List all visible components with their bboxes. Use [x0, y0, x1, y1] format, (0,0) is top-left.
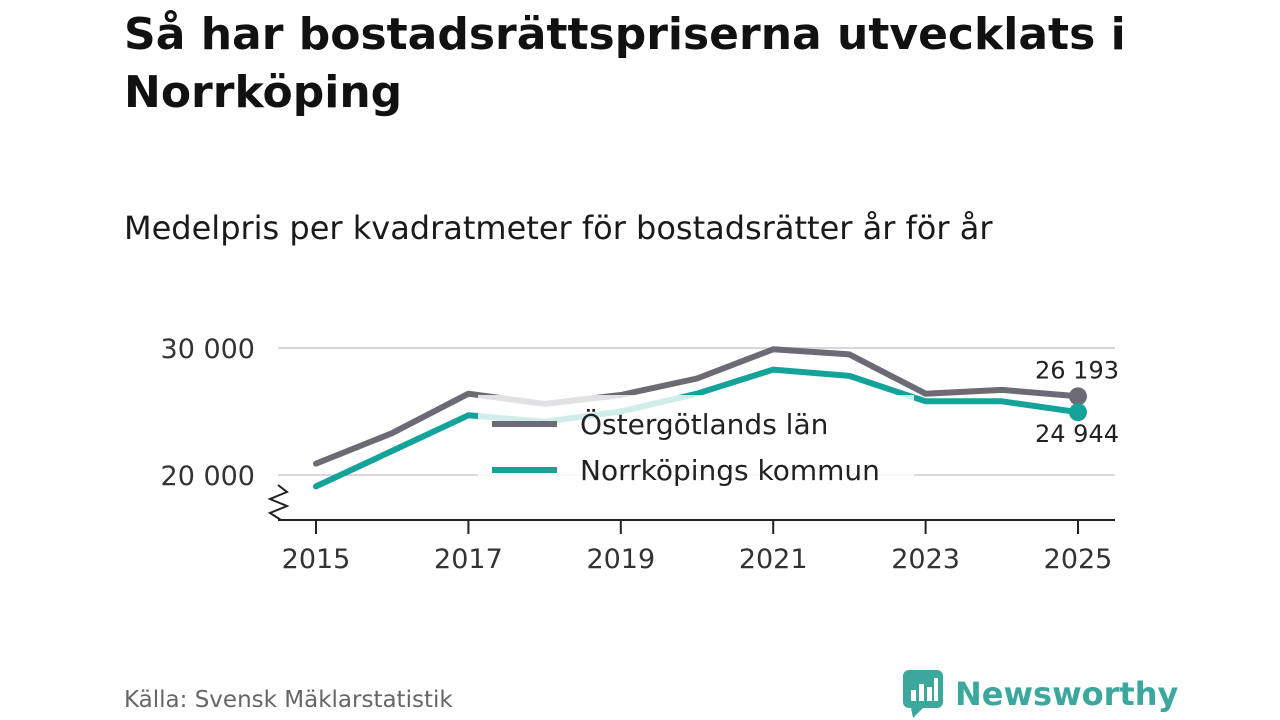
x-tick-label: 2023 [891, 544, 960, 575]
legend-label: Östergötlands län [580, 407, 828, 441]
x-tick-label: 2019 [586, 544, 655, 575]
x-tick-label: 2025 [1044, 544, 1113, 575]
end-value-label: 26 193 [1035, 356, 1119, 384]
series-end-point [1069, 403, 1087, 422]
brand-name: Newsworthy [955, 675, 1179, 713]
legend-label: Norrköpings kommun [580, 454, 880, 487]
newsworthy-logo-icon [903, 670, 943, 718]
series-line [313, 366, 1081, 490]
y-axis-break-icon [267, 484, 290, 521]
chart-subtitle: Medelpris per kvadratmeter för bostadsrä… [124, 209, 993, 247]
y-tick-label: 30 000 [161, 334, 255, 365]
end-value-label: 24 944 [1035, 420, 1119, 448]
x-tick-label: 2021 [739, 544, 808, 575]
y-tick-label: 20 000 [161, 461, 255, 492]
legend-background [478, 395, 914, 495]
brand-logo: Newsworthy [903, 670, 1178, 718]
series-end-point [1069, 387, 1087, 406]
series-lines [313, 346, 1087, 490]
series-line [313, 346, 1081, 467]
chart-title: Så har bostadsrättspriserna utvecklats i… [124, 9, 1126, 118]
legend: Östergötlands län Norrköpings kommun [478, 395, 914, 495]
x-tick-label: 2015 [282, 544, 351, 575]
axes: 20 000 30 000 2015 2017 2019 2021 2023 2025 [161, 334, 1115, 575]
source-note: Källa: Svensk Mäklarstatistik [124, 687, 453, 713]
x-tick-label: 2017 [434, 544, 503, 575]
end-labels: 26 193 24 944 [1035, 356, 1119, 448]
